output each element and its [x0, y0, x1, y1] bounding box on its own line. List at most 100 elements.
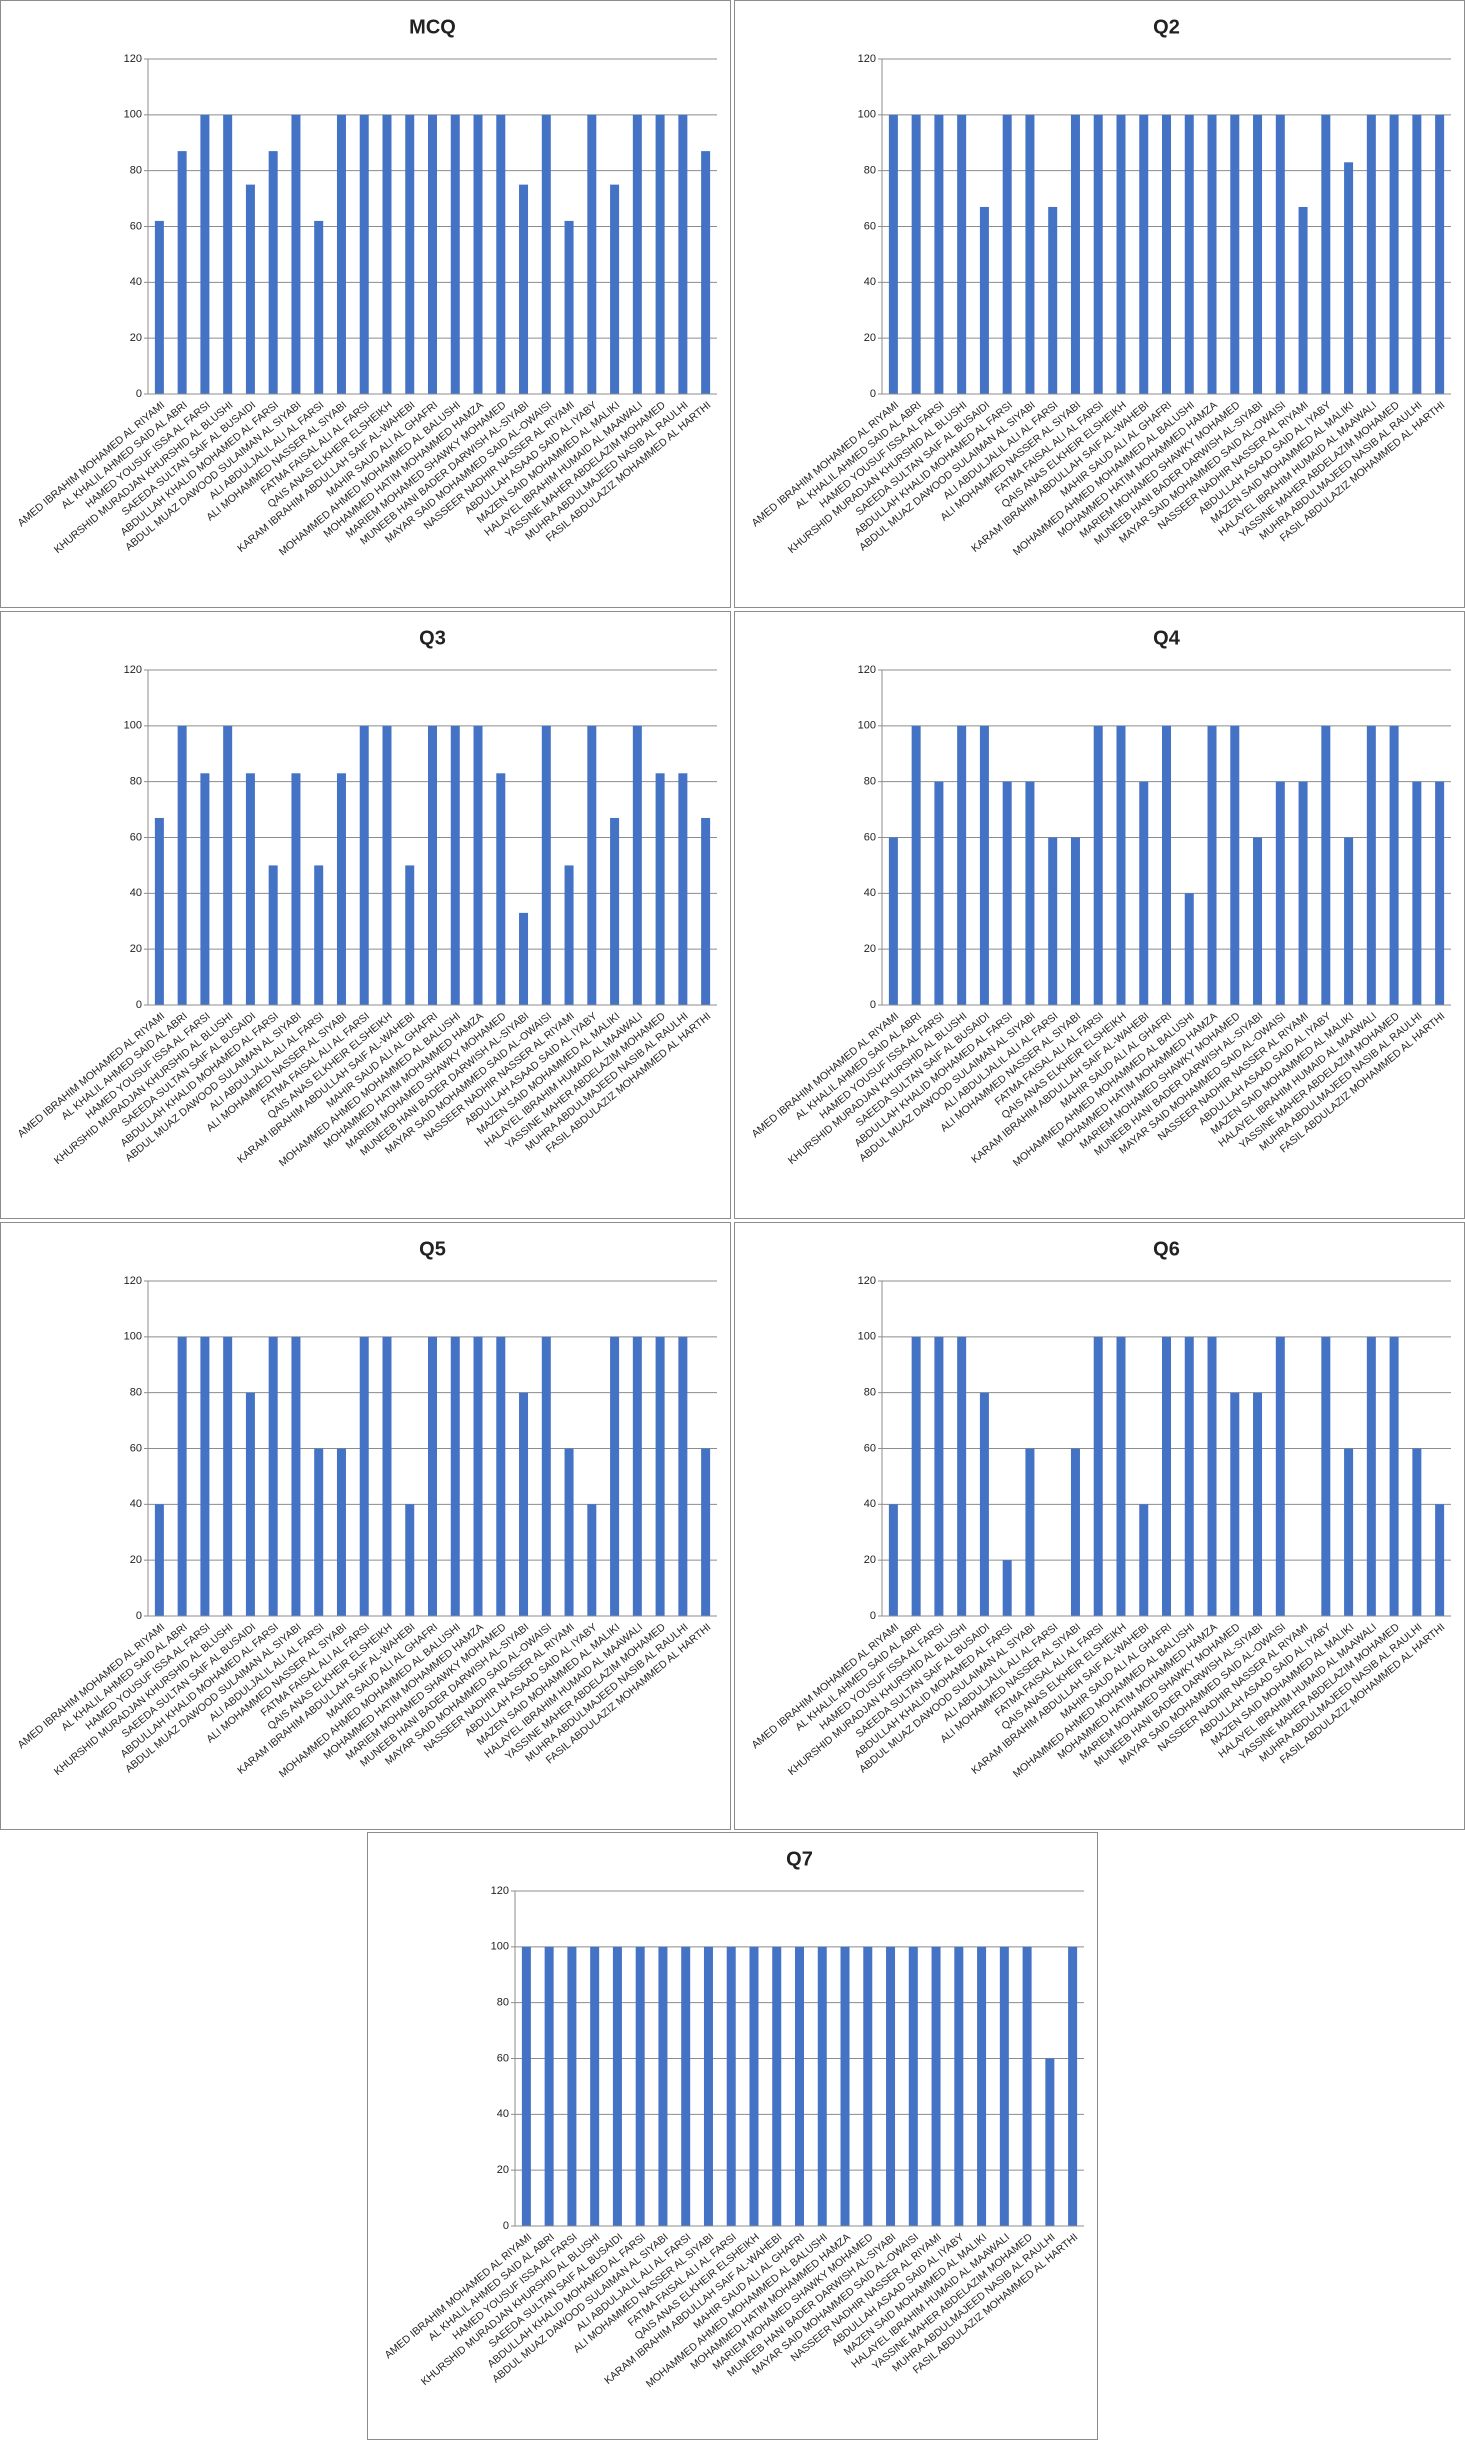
bar	[428, 1336, 437, 1616]
bar	[1412, 781, 1422, 1005]
bar	[1162, 1336, 1171, 1616]
bar	[934, 781, 944, 1005]
bar	[701, 151, 711, 394]
bar	[564, 1448, 574, 1616]
bar	[1230, 1392, 1240, 1616]
y-tick-label: 120	[124, 53, 142, 65]
bar	[1389, 1336, 1399, 1616]
bar	[1002, 1560, 1012, 1616]
bar	[1435, 1504, 1445, 1616]
y-tick-label: 80	[864, 165, 876, 177]
bar	[888, 114, 898, 394]
bar	[428, 725, 437, 1005]
bar	[701, 817, 711, 1005]
bar	[658, 1946, 668, 2226]
bar	[1389, 725, 1399, 1005]
bar	[405, 865, 415, 1005]
y-tick-label: 80	[130, 776, 142, 788]
bar	[1068, 1946, 1078, 2226]
bar	[1389, 114, 1399, 394]
bar	[703, 1946, 713, 2226]
bar	[200, 1336, 210, 1616]
bar	[1139, 114, 1149, 394]
y-tick-label: 100	[124, 109, 142, 121]
bar	[564, 865, 574, 1005]
bar	[564, 220, 574, 394]
chart-panel: Q5 0 20 40 60 80 100 120 AMED IBRAHIM MOHAMED AL…	[0, 1222, 731, 1830]
bar	[200, 114, 210, 394]
bar	[544, 1946, 554, 2226]
bar	[1184, 1336, 1194, 1616]
y-tick-label: 20	[864, 332, 876, 344]
bar	[177, 725, 187, 1005]
bar	[268, 1336, 278, 1616]
bar	[496, 114, 506, 394]
bar	[541, 725, 551, 1005]
y-tick-label: 100	[858, 720, 876, 732]
y-tick-label: 120	[491, 1885, 509, 1897]
bar	[1412, 114, 1422, 394]
bar	[336, 1448, 346, 1616]
chart-panel: MCQ 0 20 40 60 80 100 120 AMED IBRAHIM MOHAMED A…	[0, 0, 731, 608]
y-tick-label: 120	[858, 1275, 876, 1287]
bar	[1366, 1336, 1376, 1616]
bar	[632, 725, 642, 1005]
bar	[245, 773, 255, 1005]
bar	[632, 114, 642, 394]
y-tick-label: 60	[130, 1442, 142, 1454]
y-tick-label: 20	[864, 1554, 876, 1566]
y-tick-label: 80	[864, 776, 876, 788]
bar	[1298, 781, 1308, 1005]
bar	[772, 1946, 782, 2226]
bar	[450, 1336, 460, 1616]
chart-panel: Q4 0 20 40 60 80 100 120 AMED IBRAHIM MOHAMED AL…	[734, 611, 1465, 1219]
bar	[519, 912, 529, 1005]
bar	[1025, 781, 1035, 1005]
y-tick-label: 80	[864, 1387, 876, 1399]
bar	[999, 1946, 1009, 2226]
bar	[931, 1946, 941, 2226]
bar	[678, 773, 688, 1005]
bar	[1048, 837, 1058, 1005]
y-tick-label: 120	[124, 1275, 142, 1287]
bar	[957, 114, 967, 394]
bar	[1022, 1946, 1032, 2226]
bar	[1162, 114, 1171, 394]
y-tick-label: 20	[130, 1554, 142, 1566]
bar	[405, 1504, 415, 1616]
chart-title: MCQ	[409, 16, 456, 38]
bar	[1253, 114, 1263, 394]
bar	[954, 1946, 964, 2226]
bar	[1139, 1504, 1149, 1616]
bar	[1116, 725, 1126, 1005]
bar	[1093, 725, 1103, 1005]
bar	[1366, 725, 1376, 1005]
y-tick-label: 40	[497, 2108, 509, 2120]
bar	[1275, 781, 1285, 1005]
bar	[678, 1336, 688, 1616]
y-tick-label: 0	[503, 2220, 509, 2232]
y-tick-label: 20	[130, 943, 142, 955]
bar	[1045, 2058, 1055, 2226]
bar	[888, 1504, 898, 1616]
chart-title: Q5	[419, 1238, 446, 1260]
bar	[1184, 893, 1194, 1005]
bar	[473, 114, 483, 394]
bar	[314, 220, 324, 394]
chart-title: Q7	[786, 1848, 813, 1870]
y-tick-label: 40	[864, 887, 876, 899]
bar	[610, 184, 620, 394]
bar	[1207, 114, 1217, 394]
bar	[1025, 114, 1035, 394]
bar	[1253, 837, 1263, 1005]
bar	[314, 865, 324, 1005]
bar	[223, 725, 233, 1005]
bar	[610, 817, 620, 1005]
bar	[655, 1336, 665, 1616]
bar	[1207, 725, 1217, 1005]
bar	[587, 725, 597, 1005]
bar	[886, 1946, 896, 2226]
